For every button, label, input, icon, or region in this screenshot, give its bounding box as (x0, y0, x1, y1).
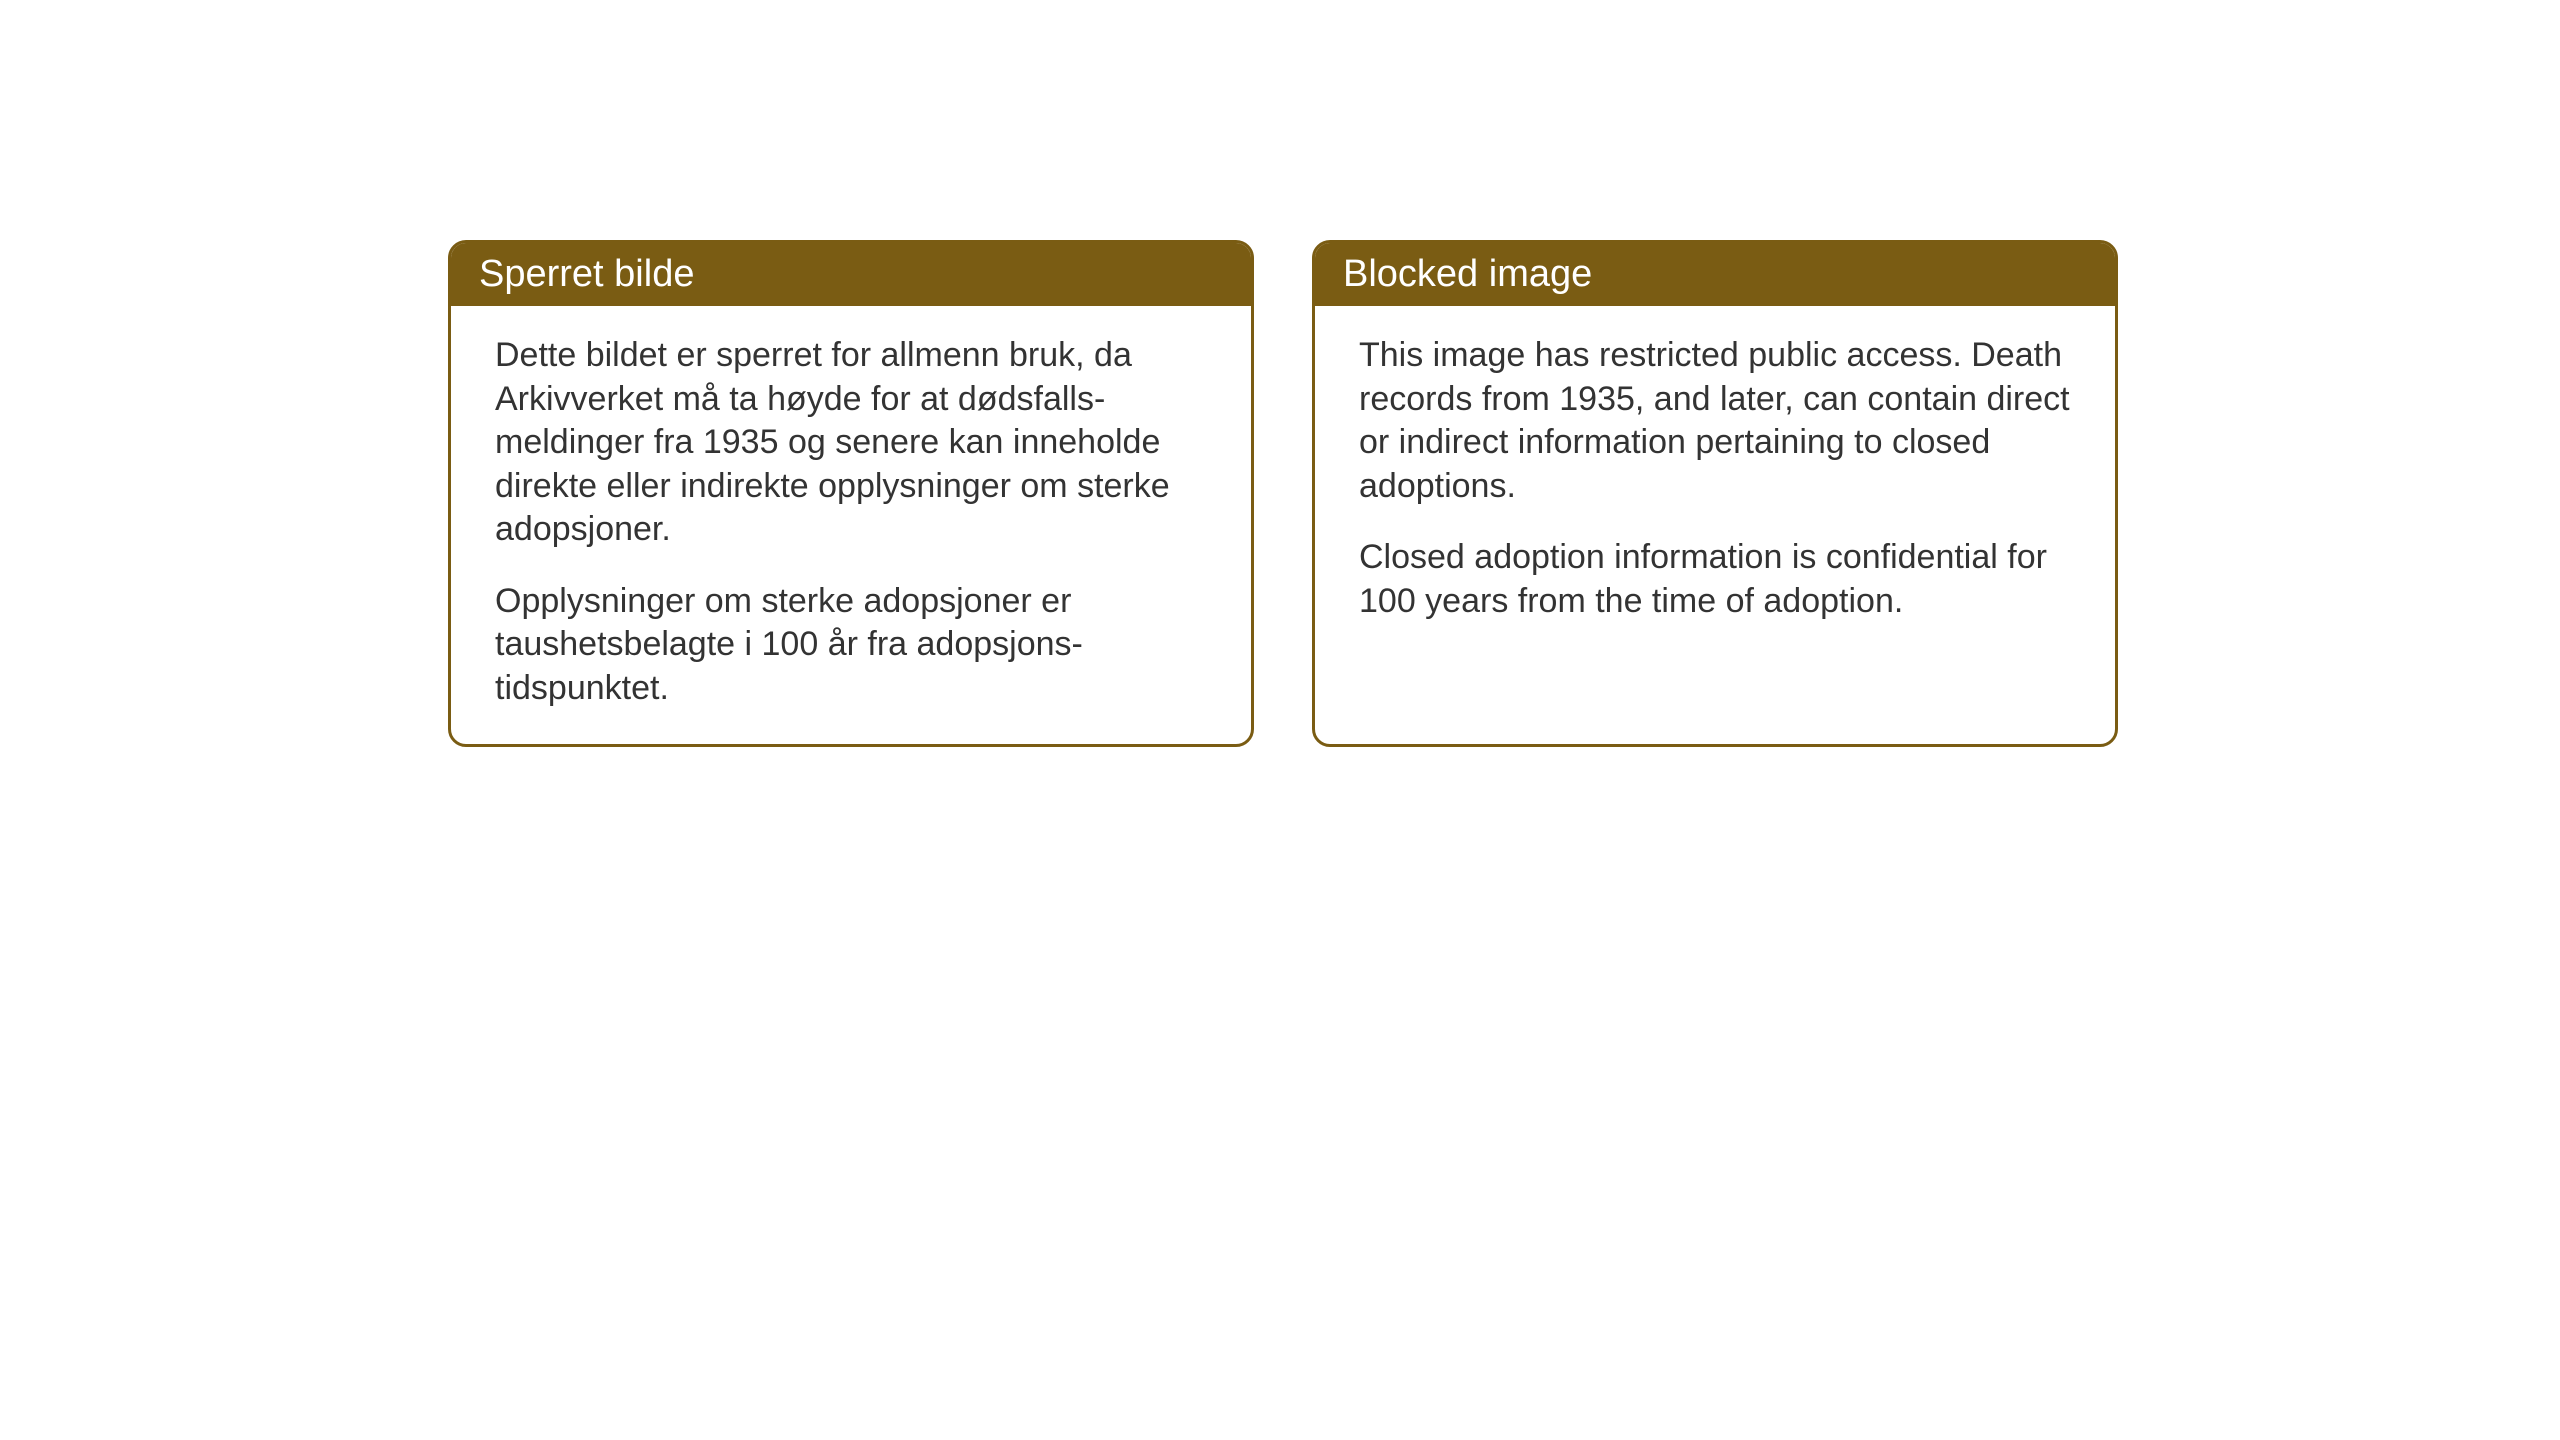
card-header-norwegian: Sperret bilde (451, 243, 1251, 306)
card-paragraph-english-1: This image has restricted public access.… (1359, 334, 2071, 508)
card-title-english: Blocked image (1343, 253, 1592, 295)
card-body-norwegian: Dette bildet er sperret for allmenn bruk… (451, 306, 1251, 744)
notice-card-norwegian: Sperret bilde Dette bildet er sperret fo… (448, 240, 1254, 747)
card-header-english: Blocked image (1315, 243, 2115, 306)
notice-cards-container: Sperret bilde Dette bildet er sperret fo… (448, 240, 2118, 747)
card-paragraph-norwegian-2: Opplysninger om sterke adopsjoner er tau… (495, 580, 1207, 711)
card-paragraph-english-2: Closed adoption information is confident… (1359, 536, 2071, 623)
card-body-english: This image has restricted public access.… (1315, 306, 2115, 657)
notice-card-english: Blocked image This image has restricted … (1312, 240, 2118, 747)
card-title-norwegian: Sperret bilde (479, 253, 694, 295)
card-paragraph-norwegian-1: Dette bildet er sperret for allmenn bruk… (495, 334, 1207, 552)
